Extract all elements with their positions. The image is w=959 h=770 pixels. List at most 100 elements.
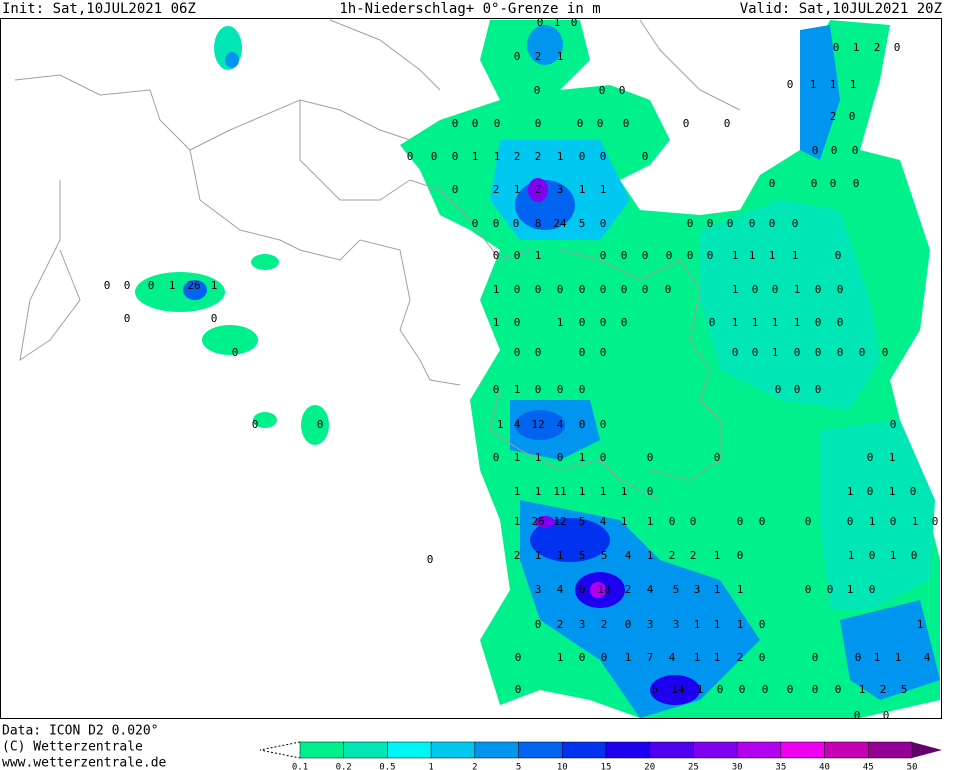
map-value: 0 (805, 515, 812, 528)
map-value: 0 (759, 651, 766, 664)
map-value: 0 (769, 217, 776, 230)
map-value: 0 (537, 16, 544, 29)
map-value: 0 (599, 84, 606, 97)
map-value: 0 (619, 84, 626, 97)
map-value: 1 (792, 249, 799, 262)
map-value: 1 (647, 515, 654, 528)
map-value: 1 (847, 485, 854, 498)
map-value: 4 (669, 651, 676, 664)
map-value: 0 (579, 383, 586, 396)
map-value: 0 (211, 312, 218, 325)
map-value: 0 (811, 177, 818, 190)
map-value: 0 (535, 117, 542, 130)
map-value: 0 (579, 651, 586, 664)
map-frame (0, 18, 942, 719)
map-value: 0 (124, 312, 131, 325)
map-value: 2 (669, 549, 676, 562)
map-value: 0 (515, 651, 522, 664)
map-value: 1 (535, 485, 542, 498)
map-value: 0 (759, 515, 766, 528)
map-value: 0 (600, 249, 607, 262)
map-value: 1 (772, 316, 779, 329)
map-value: 0 (835, 249, 842, 262)
over-arrow (912, 742, 942, 758)
map-value: 0 (571, 16, 578, 29)
colorbar-label: 2 (472, 763, 477, 770)
map-value: 0 (600, 150, 607, 163)
map-value: 1 (848, 549, 855, 562)
map-value: 0 (577, 117, 584, 130)
map-value: 1 (895, 651, 902, 664)
map-value: 2 (690, 549, 697, 562)
map-value: 0 (625, 618, 632, 631)
map-value: 4 (647, 583, 654, 596)
map-value: 0 (600, 451, 607, 464)
map-value: 0 (852, 144, 859, 157)
map-value: 0 (104, 279, 111, 292)
map-value: 1 (557, 150, 564, 163)
colorbar-label: 15 (601, 763, 612, 770)
map-value: 0 (513, 217, 520, 230)
map-value: 0 (427, 553, 434, 566)
map-value: 0 (494, 117, 501, 130)
colorbar-box (824, 741, 869, 759)
colorbar-box (518, 741, 563, 759)
colorbar-box (343, 741, 388, 759)
map-value: 0 (407, 150, 414, 163)
map-value: 14 (671, 683, 685, 696)
map-value: 1 (557, 50, 564, 63)
map-value: 0 (535, 283, 542, 296)
map-value: 0 (514, 50, 521, 63)
map-value: 0 (882, 346, 889, 359)
map-value: 0 (837, 316, 844, 329)
map-value: 5 (673, 583, 680, 596)
map-value: 0 (579, 583, 586, 596)
map-value: 0 (707, 217, 714, 230)
website: www.wetterzentrale.de (2, 756, 167, 770)
map-value: 1 (917, 618, 924, 631)
map-value: 2 (514, 549, 521, 562)
map-value: 1 (621, 485, 628, 498)
map-value: 0 (854, 709, 861, 722)
map-value: 0 (579, 316, 586, 329)
map-value: 0 (775, 383, 782, 396)
map-value: 0 (579, 150, 586, 163)
map-value: 3 (557, 183, 564, 196)
map-value: 1 (579, 183, 586, 196)
map-value: 1 (850, 78, 857, 91)
map-value: 2 (737, 651, 744, 664)
map-value: 0 (815, 283, 822, 296)
map-value: 0 (709, 316, 716, 329)
map-value: 0 (557, 451, 564, 464)
colorbar-label: 50 (907, 763, 918, 770)
colorbar-label: 5 (516, 763, 521, 770)
colorbar-box (693, 741, 738, 759)
map-value: 0 (493, 249, 500, 262)
copyright: (C) Wetterzentrale (2, 740, 143, 755)
map-value: 4 (514, 418, 521, 431)
colorbar: 0.1 0.2 0.5 1 2 5 10 15 20 25 30 35 40 45 50 (259, 741, 942, 770)
map-value: 0 (847, 515, 854, 528)
map-value: 1 (830, 78, 837, 91)
map-value: 0 (869, 583, 876, 596)
map-value: 0 (535, 383, 542, 396)
map-value: 1 (557, 651, 564, 664)
map-value: 0 (833, 41, 840, 54)
map-value: 0 (601, 651, 608, 664)
valid-time: Valid: Sat,10JUL2021 20Z (740, 1, 942, 17)
map-value: 0 (724, 117, 731, 130)
map-value: 0 (815, 316, 822, 329)
map-value: 0 (707, 249, 714, 262)
map-value: 1 (514, 515, 521, 528)
map-value: 26 (531, 515, 544, 528)
map-value: 0 (690, 515, 697, 528)
colorbar-box (736, 741, 782, 759)
map-value: 1 (535, 451, 542, 464)
map-value: 5 (901, 683, 908, 696)
map-value: 0 (830, 177, 837, 190)
map-value: 1 (493, 316, 500, 329)
map-value: 1 (847, 583, 854, 596)
map-value: 0 (805, 583, 812, 596)
